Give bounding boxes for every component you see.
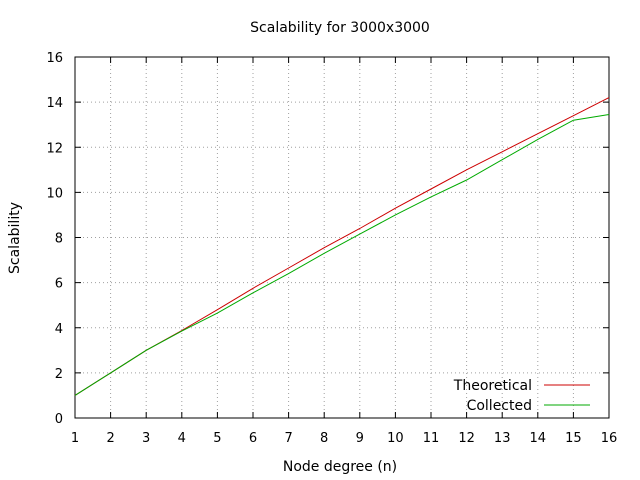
y-tick-label: 4 (55, 322, 63, 337)
x-tick-label: 11 (423, 431, 440, 446)
grid-lines (75, 57, 609, 418)
series-line-collected (74, 114, 610, 396)
y-tick-label: 6 (55, 277, 63, 292)
x-tick-label: 2 (106, 431, 114, 446)
x-tick-label: 12 (458, 431, 475, 446)
x-tick-label: 6 (249, 431, 257, 446)
x-tick-label: 3 (142, 431, 150, 446)
x-axis-title: Node degree (n) (283, 459, 397, 475)
y-axis-title: Scalability (7, 202, 23, 274)
y-tick-label: 8 (55, 232, 63, 247)
x-tick-label: 1 (71, 431, 79, 446)
x-tick-label: 4 (178, 431, 186, 446)
y-tick-label: 2 (55, 367, 63, 382)
chart-title: Scalability for 3000x3000 (250, 20, 430, 36)
y-tick-label: 12 (46, 141, 63, 156)
x-tick-label: 15 (565, 431, 582, 446)
tick-marks (74, 56, 610, 419)
y-tick-label: 14 (46, 96, 63, 111)
legend: Theoretical Collected (453, 378, 590, 414)
x-tick-label: 13 (494, 431, 511, 446)
y-tick-label: 10 (46, 186, 63, 201)
x-tick-label: 7 (284, 431, 292, 446)
x-tick-label: 5 (213, 431, 221, 446)
legend-label-collected: Collected (467, 398, 532, 414)
x-tick-label: 16 (601, 431, 618, 446)
x-tick-label: 8 (320, 431, 328, 446)
legend-label-theoretical: Theoretical (453, 378, 532, 394)
x-tick-label: 14 (530, 431, 547, 446)
y-tick-label: 16 (46, 51, 63, 66)
y-tick-label: 0 (55, 412, 63, 427)
x-tick-label: 10 (387, 431, 404, 446)
data-series (74, 97, 610, 396)
x-tick-label: 9 (356, 431, 364, 446)
